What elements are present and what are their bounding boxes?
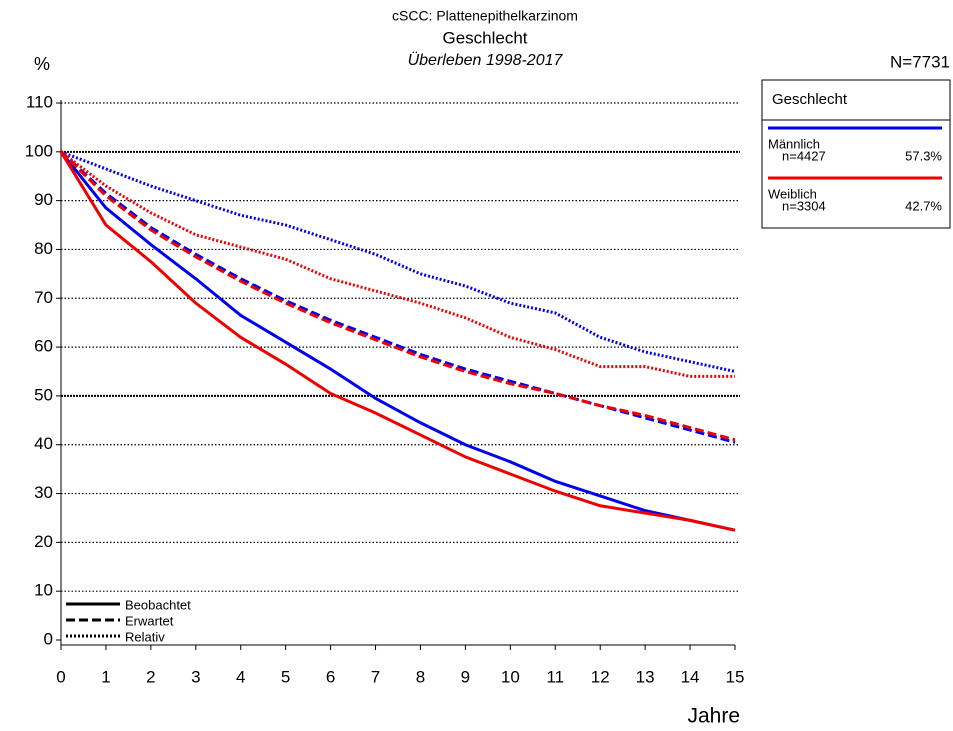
x-tick-label: 13 (636, 667, 655, 686)
y-tick-label: 90 (34, 190, 53, 209)
x-tick-label: 9 (461, 667, 470, 686)
x-tick-label: 15 (726, 667, 745, 686)
x-tick-label: 2 (146, 667, 155, 686)
x-tick-label: 12 (591, 667, 610, 686)
style-label: Erwartet (125, 613, 174, 628)
survival-line (59, 150, 736, 442)
chart-title: cSCC: Plattenepithelkarzinom (392, 8, 578, 24)
style-label: Beobachtet (125, 597, 191, 612)
x-tick-label: 10 (501, 667, 520, 686)
total-count: N=7731 (890, 52, 950, 71)
x-tick-label: 8 (416, 667, 425, 686)
x-tick-label: 7 (371, 667, 380, 686)
x-axis-label: Jahre (687, 705, 740, 728)
survival-line (60, 150, 735, 378)
style-label: Relativ (125, 629, 165, 644)
chart-subtitle: Geschlecht (442, 28, 527, 47)
chart-subtitle: Überleben 1998-2017 (408, 51, 564, 69)
x-tick-label: 1 (101, 667, 110, 686)
legend-share: 42.7% (905, 198, 942, 213)
x-tick-label: 0 (56, 667, 65, 686)
legend-title: Geschlecht (772, 91, 848, 108)
x-tick-label: 5 (281, 667, 290, 686)
y-tick-label: 10 (34, 581, 53, 600)
x-tick-label: 14 (681, 667, 700, 686)
y-tick-label: 30 (34, 483, 53, 502)
y-tick-label: 110 (26, 92, 53, 111)
x-tick-label: 11 (546, 667, 564, 686)
y-tick-label: 20 (34, 532, 53, 551)
y-tick-label: 60 (34, 337, 53, 356)
y-tick-label: 100 (25, 141, 53, 160)
survival-line (60, 150, 736, 373)
survival-line (59, 150, 736, 532)
legend-label: Männlich (768, 136, 820, 151)
y-axis-label: % (34, 54, 50, 74)
x-tick-label: 3 (191, 667, 200, 686)
y-tick-label: 40 (34, 434, 53, 453)
legend-share: 57.3% (905, 148, 942, 163)
y-tick-label: 80 (34, 239, 53, 258)
survival-line (59, 151, 736, 532)
legend-box (761, 79, 951, 229)
x-tick-label: 4 (236, 667, 245, 686)
legend-count: n=4427 (782, 148, 826, 163)
y-tick-label: 0 (44, 629, 53, 648)
y-tick-label: 50 (34, 385, 53, 404)
survival-line (59, 150, 736, 444)
legend-count: n=3304 (782, 198, 826, 213)
y-tick-label: 70 (34, 288, 53, 307)
legend-label: Weiblich (768, 186, 817, 201)
x-tick-label: 6 (326, 667, 335, 686)
